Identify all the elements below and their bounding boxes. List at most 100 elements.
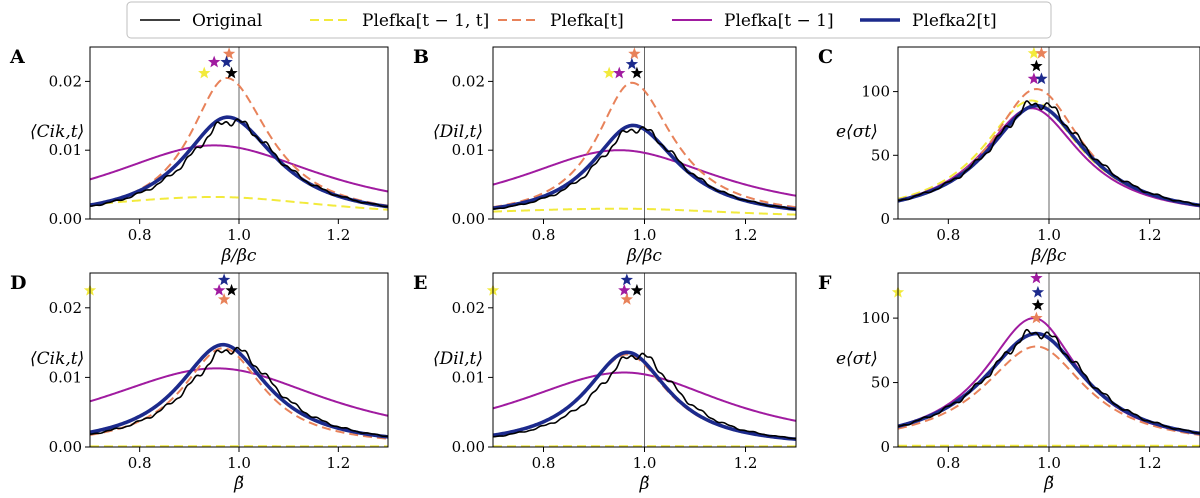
y-tick-label: 0.00 bbox=[452, 438, 485, 456]
series-line-original bbox=[493, 126, 796, 211]
star-marker-plefka2-t bbox=[620, 273, 634, 286]
star-marker-plefka-t-1-t bbox=[198, 66, 211, 79]
panel-letter: B bbox=[413, 46, 429, 68]
series-line-plefka-t-1 bbox=[493, 149, 796, 197]
series-line-plefka-t-1 bbox=[898, 107, 1200, 208]
star-marker-original bbox=[225, 283, 238, 296]
star-marker-plefka-t bbox=[628, 47, 641, 60]
star-marker-plefka-t-1 bbox=[1027, 72, 1041, 85]
x-tick-label: 1.2 bbox=[734, 454, 758, 472]
series-group bbox=[493, 81, 796, 216]
y-tick-label: 0.02 bbox=[49, 299, 82, 317]
y-axis-label: e⟨σt⟩ bbox=[836, 122, 878, 142]
x-tick-label: 1.2 bbox=[326, 454, 350, 472]
series-line-original bbox=[90, 346, 388, 438]
y-tick-label: 0.02 bbox=[49, 72, 82, 90]
series-group bbox=[898, 88, 1200, 208]
star-marker-plefka-t-1 bbox=[212, 283, 226, 296]
series-line-plefka-t-1 bbox=[90, 367, 388, 417]
legend-label-plefka-t: Plefka[t] bbox=[550, 11, 624, 31]
legend-entry-plefka-t-1: Plefka[t − 1] bbox=[672, 11, 834, 31]
star-marker-plefka-t-1 bbox=[613, 66, 626, 79]
y-tick-label: 50 bbox=[871, 146, 890, 164]
series-line-plefka-t-1-t bbox=[493, 207, 796, 216]
series-group bbox=[90, 76, 388, 211]
series-line-plefka2-t bbox=[90, 342, 388, 439]
legend: Original Plefka[t − 1, t] Plefka[t] Plefka[… bbox=[126, 1, 1052, 39]
x-axis-label: β/βc bbox=[1031, 246, 1067, 266]
x-tick-label: 1.0 bbox=[227, 454, 251, 472]
legend-label-plefka2-t: Plefka2[t] bbox=[912, 11, 997, 31]
star-marker-plefka2-t bbox=[1031, 285, 1045, 298]
x-tick-label: 1.2 bbox=[734, 226, 758, 244]
star-marker-original bbox=[1030, 59, 1043, 72]
x-tick-label: 0.8 bbox=[128, 226, 152, 244]
series-line-plefka-t bbox=[90, 76, 388, 207]
legend-entry-plefka-t-1-t: Plefka[t − 1, t] bbox=[310, 11, 489, 31]
star-marker-original bbox=[225, 66, 238, 79]
star-marker-original bbox=[630, 66, 644, 79]
panel-d: 0.8 1.0 1.2 0.00 0.01 0.02 β̃ ⟨Cik,t⟩ D bbox=[10, 272, 389, 494]
x-tick-label: 1.2 bbox=[1138, 454, 1162, 472]
x-axis-label: β̃ bbox=[233, 474, 244, 494]
star-marker-plefka-t-1-t bbox=[602, 66, 616, 79]
y-tick-label: 100 bbox=[861, 309, 890, 327]
y-tick-label: 50 bbox=[871, 374, 890, 392]
star-marker-original bbox=[1031, 298, 1045, 311]
legend-label-plefka-t-1: Plefka[t − 1] bbox=[724, 11, 834, 31]
x-tick-label: 1.0 bbox=[633, 454, 657, 472]
panel-letter: C bbox=[818, 46, 833, 68]
legend-entry-plefka2-t: Plefka2[t] bbox=[860, 11, 997, 31]
x-tick-label: 0.8 bbox=[128, 454, 152, 472]
star-marker-plefka-t bbox=[620, 292, 634, 305]
panel-a: 0.8 1.0 1.2 0.00 0.01 0.02 β/βc ⟨Cik,t⟩ A bbox=[9, 46, 389, 266]
series-line-original bbox=[90, 118, 388, 208]
x-tick-label: 1.2 bbox=[1138, 226, 1162, 244]
legend-frame bbox=[126, 1, 1052, 39]
panel-letter: D bbox=[10, 272, 26, 294]
y-tick-label: 0.00 bbox=[49, 438, 82, 456]
x-tick-label: 1.0 bbox=[227, 226, 251, 244]
star-marker-plefka-t-1 bbox=[618, 283, 631, 296]
panel-e: 0.8 1.0 1.2 0.00 0.01 0.02 β̃ ⟨Dil,t⟩ E bbox=[413, 272, 797, 494]
y-tick-label: 0.01 bbox=[49, 368, 82, 386]
x-tick-label: 0.8 bbox=[532, 226, 556, 244]
series-line-plefka-t bbox=[493, 81, 796, 209]
panel-letter: F bbox=[818, 272, 832, 294]
x-tick-label: 1.0 bbox=[633, 226, 657, 244]
series-line-plefka-t-1-t bbox=[90, 195, 388, 211]
star-marker-plefka-t bbox=[222, 47, 236, 60]
star-marker-plefka-t-1 bbox=[1030, 271, 1043, 284]
series-line-original bbox=[898, 328, 1200, 435]
star-marker-original bbox=[630, 283, 644, 296]
y-axis-label: ⟨Dil,t⟩ bbox=[433, 349, 483, 369]
panel-letter: A bbox=[9, 46, 25, 68]
star-marker-plefka-t bbox=[217, 292, 231, 305]
star-marker-plefka2-t bbox=[625, 57, 639, 70]
series-line-plefka-t bbox=[90, 347, 388, 440]
y-tick-label: 0.02 bbox=[452, 72, 485, 90]
x-axis-label: β/βc bbox=[221, 246, 257, 266]
x-tick-label: 1.2 bbox=[326, 226, 350, 244]
x-tick-label: 1.0 bbox=[1037, 226, 1061, 244]
series-line-original bbox=[493, 352, 796, 440]
y-axis-label: ⟨Cik,t⟩ bbox=[30, 122, 84, 142]
star-marker-plefka-t-1 bbox=[207, 55, 221, 68]
x-tick-label: 1.0 bbox=[1037, 454, 1061, 472]
y-tick-label: 0.01 bbox=[452, 141, 485, 159]
series-group bbox=[90, 342, 388, 447]
star-marker-plefka-t bbox=[1035, 46, 1048, 59]
x-tick-label: 0.8 bbox=[936, 454, 960, 472]
star-marker-plefka-t bbox=[1030, 311, 1043, 324]
x-axis-label: β̃ bbox=[1043, 474, 1054, 494]
y-tick-label: 0.02 bbox=[452, 299, 485, 317]
series-line-plefka2-t bbox=[493, 350, 796, 442]
star-marker-plefka-t-1-t bbox=[1027, 46, 1041, 59]
y-tick-label: 0.00 bbox=[452, 210, 485, 228]
star-marker-plefka2-t bbox=[220, 55, 233, 68]
y-tick-label: 0 bbox=[880, 438, 890, 456]
panel-b: 0.8 1.0 1.2 0.00 0.01 0.02 β/βc ⟨Dil,t⟩ B bbox=[413, 46, 797, 266]
y-axis-label: e⟨σt⟩ bbox=[836, 349, 878, 369]
series-line-original bbox=[898, 100, 1200, 206]
